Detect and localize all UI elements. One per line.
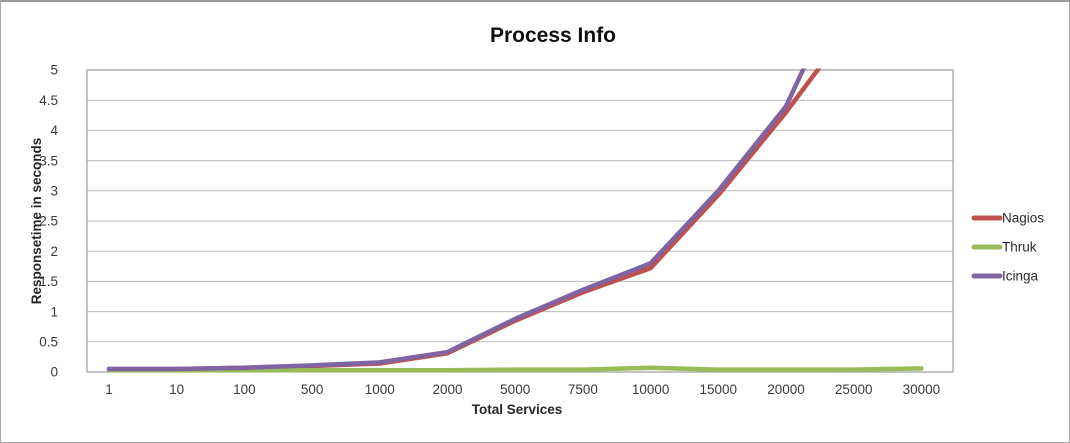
x-tick-label-20000: 20000	[767, 382, 805, 397]
series-line-nagios	[106, 68, 822, 372]
x-tick-label-10: 10	[169, 382, 184, 397]
x-tick-label-1: 1	[105, 382, 113, 397]
legend-label-nagios: Nagios	[1002, 211, 1044, 226]
x-tick-label-5000: 5000	[500, 382, 530, 397]
y-tick-label-2: 2	[50, 244, 58, 259]
y-tick-label-0: 0	[50, 365, 58, 380]
gridlines	[87, 69, 953, 373]
y-axis-tick-labels: 0 0.5 1 1.5 2 2.5 3 3.5 4 4.5 5	[39, 63, 58, 380]
x-tick-label-2000: 2000	[432, 382, 462, 397]
series-line-icinga	[106, 68, 807, 372]
y-tick-label-3.5: 3.5	[39, 153, 58, 168]
series-lines	[106, 68, 924, 373]
x-tick-label-7500: 7500	[568, 382, 598, 397]
y-tick-label-5: 5	[50, 63, 58, 78]
x-tick-label-100: 100	[233, 382, 256, 397]
series-line-thruk	[106, 365, 924, 373]
plot-border	[86, 69, 954, 373]
x-tick-label-15000: 15000	[700, 382, 738, 397]
y-tick-label-2.5: 2.5	[39, 214, 58, 229]
x-tick-label-10000: 10000	[632, 382, 670, 397]
y-tick-label-0.5: 0.5	[39, 335, 58, 350]
x-axis-tick-labels: 1 10 100 500 1000 2000 5000 7500 10000 15000 20000…	[105, 382, 940, 397]
x-tick-label-25000: 25000	[835, 382, 873, 397]
y-tick-label-1: 1	[50, 304, 58, 319]
legend-label-thruk: Thruk	[1002, 240, 1037, 255]
legend-label-icinga: Icinga	[1002, 269, 1039, 284]
y-tick-label-1.5: 1.5	[39, 274, 58, 289]
y-axis-title: Responsetime in seconds	[29, 138, 44, 305]
x-tick-label-30000: 30000	[903, 382, 941, 397]
legend: Nagios Thruk Icinga	[971, 211, 1044, 284]
y-tick-label-4: 4	[50, 123, 58, 138]
x-axis-title: Total Services	[472, 402, 563, 417]
chart-title: Process Info	[490, 24, 616, 47]
x-tick-label-500: 500	[301, 382, 324, 397]
y-tick-label-4.5: 4.5	[39, 93, 58, 108]
x-tick-label-1000: 1000	[365, 382, 395, 397]
y-tick-label-3: 3	[50, 184, 58, 199]
